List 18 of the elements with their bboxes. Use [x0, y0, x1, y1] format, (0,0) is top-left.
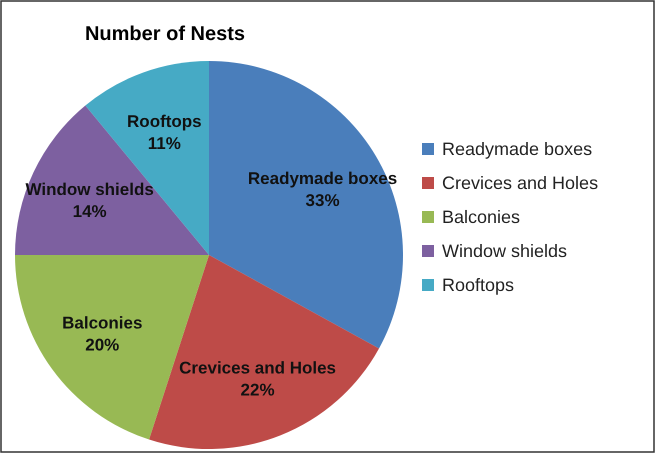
slice-label: Rooftops — [127, 112, 202, 131]
legend-label: Balconies — [442, 207, 520, 227]
data-label: 20% — [85, 336, 120, 355]
slice-label: Crevices and Holes — [179, 358, 336, 378]
data-label: 22% — [240, 380, 275, 400]
legend-label: Rooftops — [442, 275, 514, 295]
pie-slice — [15, 106, 209, 255]
data-label: 14% — [72, 202, 107, 221]
data-label: 11% — [148, 134, 181, 153]
legend-label: Crevices and Holes — [442, 173, 598, 193]
pie-slice — [149, 255, 380, 449]
data-label: 33% — [306, 190, 340, 210]
slice-label: Window shields — [25, 180, 154, 199]
legend-label: Window shields — [442, 241, 568, 261]
chart-title: Number of Nests — [84, 23, 246, 45]
legend-label: Readymade boxes — [442, 139, 592, 159]
slice-label: Balconies — [62, 314, 142, 333]
pie-slice — [209, 61, 403, 348]
